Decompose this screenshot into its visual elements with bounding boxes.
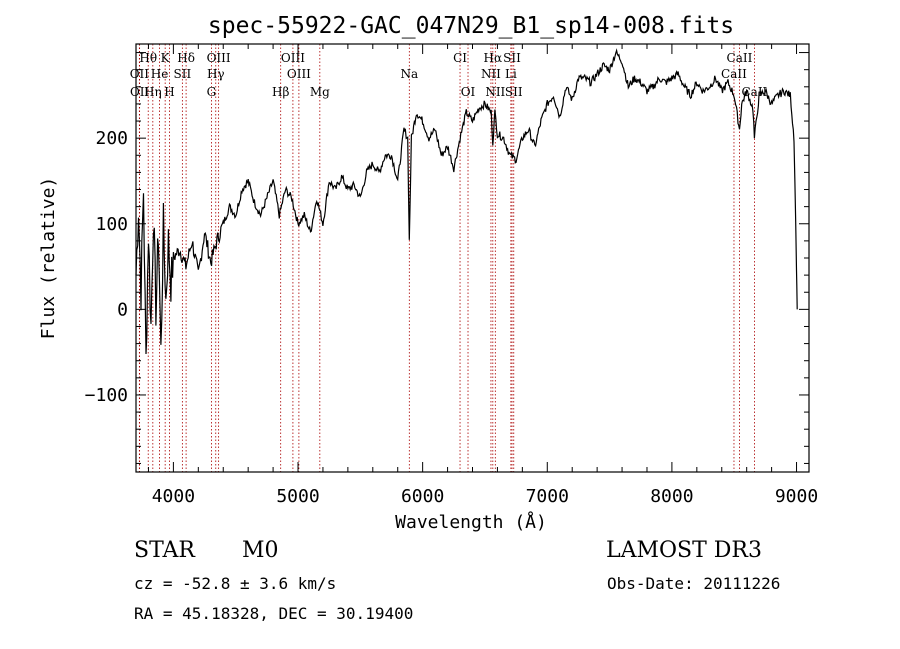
emission-line-label: NII [481,67,501,81]
emission-line-label: Mg [310,85,330,99]
x-tick-label: 5000 [276,486,319,507]
y-tick-label: 100 [95,214,128,235]
emission-line-label: CI [453,51,467,65]
object-class: STAR [134,538,195,563]
emission-line-label: Hθ [139,51,157,65]
x-tick-label: 7000 [526,486,569,507]
emission-line-label: Na [400,67,418,81]
survey-name: LAMOST DR3 [606,538,762,563]
x-axis-label: Wavelength (Å) [395,511,547,533]
x-tick-label: 4000 [152,486,195,507]
emission-line-label: OII [130,85,150,99]
emission-line-label: H [164,85,174,99]
y-tick-label: −100 [85,385,128,406]
emission-line-label: Hγ [207,67,225,81]
emission-line-label: Hβ [272,85,289,99]
emission-line-label: Li [505,67,517,81]
emission-line-label: SII [505,85,523,99]
emission-line-label: NII [485,85,505,99]
object-subclass: M0 [242,538,279,563]
emission-line-label: G [207,85,217,99]
emission-line-label: Hη [144,85,162,99]
x-tick-label: 8000 [650,486,693,507]
emission-line-label: K [161,51,171,65]
y-axis-ticks: −100 0 100 200 [85,52,809,464]
x-tick-label: 6000 [401,486,444,507]
emission-line-markers [138,44,755,472]
y-tick-label: 200 [95,128,128,149]
emission-line-label: OII [130,67,150,81]
emission-line-label: SII [174,67,192,81]
emission-line-label: CaII [727,51,753,65]
emission-line-label: Hδ [177,51,195,65]
emission-line-label: OI [461,85,476,99]
spectrum-chart: spec-55922-GAC_047N29_B1_sp14-008.fits H… [38,13,818,533]
spectrum-line [135,48,798,355]
emission-line-label: SII [503,51,521,65]
observation-date: Obs-Date: 20111226 [607,574,781,593]
x-tick-label: 9000 [775,486,818,507]
redshift-velocity: cz = -52.8 ± 3.6 km/s [134,574,337,593]
emission-line-label: OIII [287,67,311,81]
emission-line-label: OIII [281,51,305,65]
plot-frame [135,43,810,473]
emission-line-label: CaII [721,67,747,81]
emission-line-label: He [151,67,169,81]
x-axis-ticks: 4000 5000 6000 7000 8000 9000 [147,44,818,507]
y-axis-label: Flux (relative) [38,177,59,340]
y-tick-label: 0 [117,299,128,320]
chart-title: spec-55922-GAC_047N29_B1_sp14-008.fits [208,13,734,39]
emission-line-label: Hα [484,51,503,65]
sky-coordinates: RA = 45.18328, DEC = 30.19400 [134,604,414,623]
emission-line-label: OIII [207,51,231,65]
